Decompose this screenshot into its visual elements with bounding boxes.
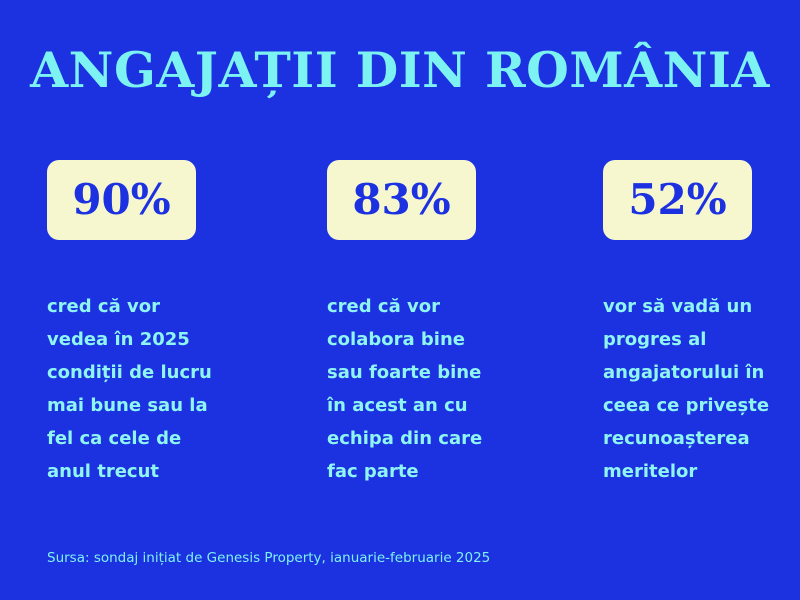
description-line: sau foarte bine — [327, 362, 482, 383]
description-line: colabora bine — [327, 329, 465, 350]
percentage-badge: 52% — [603, 160, 752, 240]
percentage-badge: 90% — [47, 160, 196, 240]
description-line: vedea în 2025 — [47, 329, 190, 350]
description-line: echipa din care — [327, 428, 483, 449]
stat-block-1: 90% cred că vor vedea în 2025 condiții d… — [47, 160, 307, 488]
description-line: cred că vor — [327, 296, 440, 317]
description-line: angajatorului în — [603, 362, 765, 383]
page-title: ANGAJAȚII DIN ROMÂNIA — [30, 41, 770, 99]
description-line: vor să vadă un — [603, 296, 753, 317]
description-line: anul trecut — [47, 461, 159, 482]
description-line: cred că vor — [47, 296, 160, 317]
description-line: mai bune sau la — [47, 395, 208, 416]
stat-block-3: 52% vor să vadă un progres al angajatoru… — [603, 160, 800, 488]
description-line: fac parte — [327, 461, 419, 482]
description-line: ceea ce privește — [603, 395, 770, 416]
description-line: recunoașterea — [603, 428, 750, 449]
description-line: fel ca cele de — [47, 428, 182, 449]
stat-description: cred că vor vedea în 2025 condiții de lu… — [47, 290, 287, 488]
stat-description: vor să vadă un progres al angajatorului … — [603, 290, 800, 488]
description-line: meritelor — [603, 461, 698, 482]
source-note: Sursa: sondaj inițiat de Genesis Propert… — [47, 550, 491, 566]
description-line: progres al — [603, 329, 707, 350]
stat-block-2: 83% cred că vor colabora bine sau foarte… — [327, 160, 587, 488]
percentage-badge: 83% — [327, 160, 476, 240]
description-line: în acest an cu — [327, 395, 468, 416]
description-line: condiții de lucru — [47, 362, 212, 383]
stat-description: cred că vor colabora bine sau foarte bin… — [327, 290, 567, 488]
